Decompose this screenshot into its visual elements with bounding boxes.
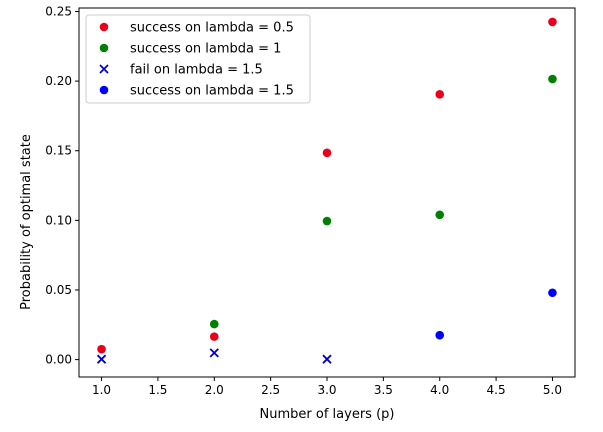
x-tick-label: 1.0: [92, 383, 111, 397]
data-point: [435, 210, 445, 220]
y-tick-label: 0.00: [45, 353, 72, 367]
y-tick-label: 0.10: [45, 213, 72, 227]
data-point: [548, 288, 557, 298]
y-tick-label: 0.05: [45, 283, 72, 297]
series-4: [435, 288, 557, 340]
x-tick-label: 5.0: [543, 383, 562, 397]
legend-marker: [99, 43, 109, 53]
legend-marker: [99, 64, 109, 74]
x-tick-label: 4.5: [487, 383, 506, 397]
data-point: [209, 348, 219, 358]
data-point: [548, 74, 557, 84]
legend-box: [85, 14, 311, 104]
data-point: [97, 344, 106, 354]
data-point: [322, 354, 332, 364]
x-tick-label: 1.5: [148, 383, 167, 397]
legend: success on lambda = 0.5 success on lambda…: [85, 14, 311, 104]
plot-area: 1.0 1.5 2.0 2.5 3.0 3.5 4.0 4.5 5.0 0.00 0.05 0.10 0…: [45, 4, 576, 397]
data-point: [322, 148, 332, 158]
data-point: [435, 90, 445, 99]
y-tick-label: 0.15: [45, 144, 72, 158]
x-tick-label: 2.0: [205, 383, 224, 397]
data-point: [548, 17, 557, 27]
series-3: [96, 348, 332, 364]
legend-label: success on lambda = 0.5: [130, 21, 294, 36]
x-axis-label: Number of layers (p): [260, 407, 395, 422]
x-tick-label: 4.0: [430, 383, 449, 397]
data-point: [209, 319, 219, 329]
legend-marker: [99, 85, 109, 95]
legend-label: success on lambda = 1.5: [130, 84, 294, 99]
x-tick-label: 2.5: [261, 383, 280, 397]
legend-label: success on lambda = 1: [130, 42, 281, 57]
data-point: [209, 332, 219, 341]
data-point: [96, 354, 107, 364]
series-2: [209, 74, 557, 329]
legend-marker: [99, 22, 109, 32]
x-tick-label: 3.5: [374, 383, 393, 397]
x-tick-label: 3.0: [317, 383, 336, 397]
legend-label: fail on lambda = 1.5: [130, 63, 263, 78]
data-point: [435, 330, 445, 340]
y-tick-label: 0.25: [45, 4, 72, 18]
data-point: [322, 216, 332, 226]
series-1: [97, 17, 557, 354]
y-tick-label: 0.20: [45, 74, 72, 88]
y-axis-label: Probability of optimal state: [19, 134, 34, 310]
